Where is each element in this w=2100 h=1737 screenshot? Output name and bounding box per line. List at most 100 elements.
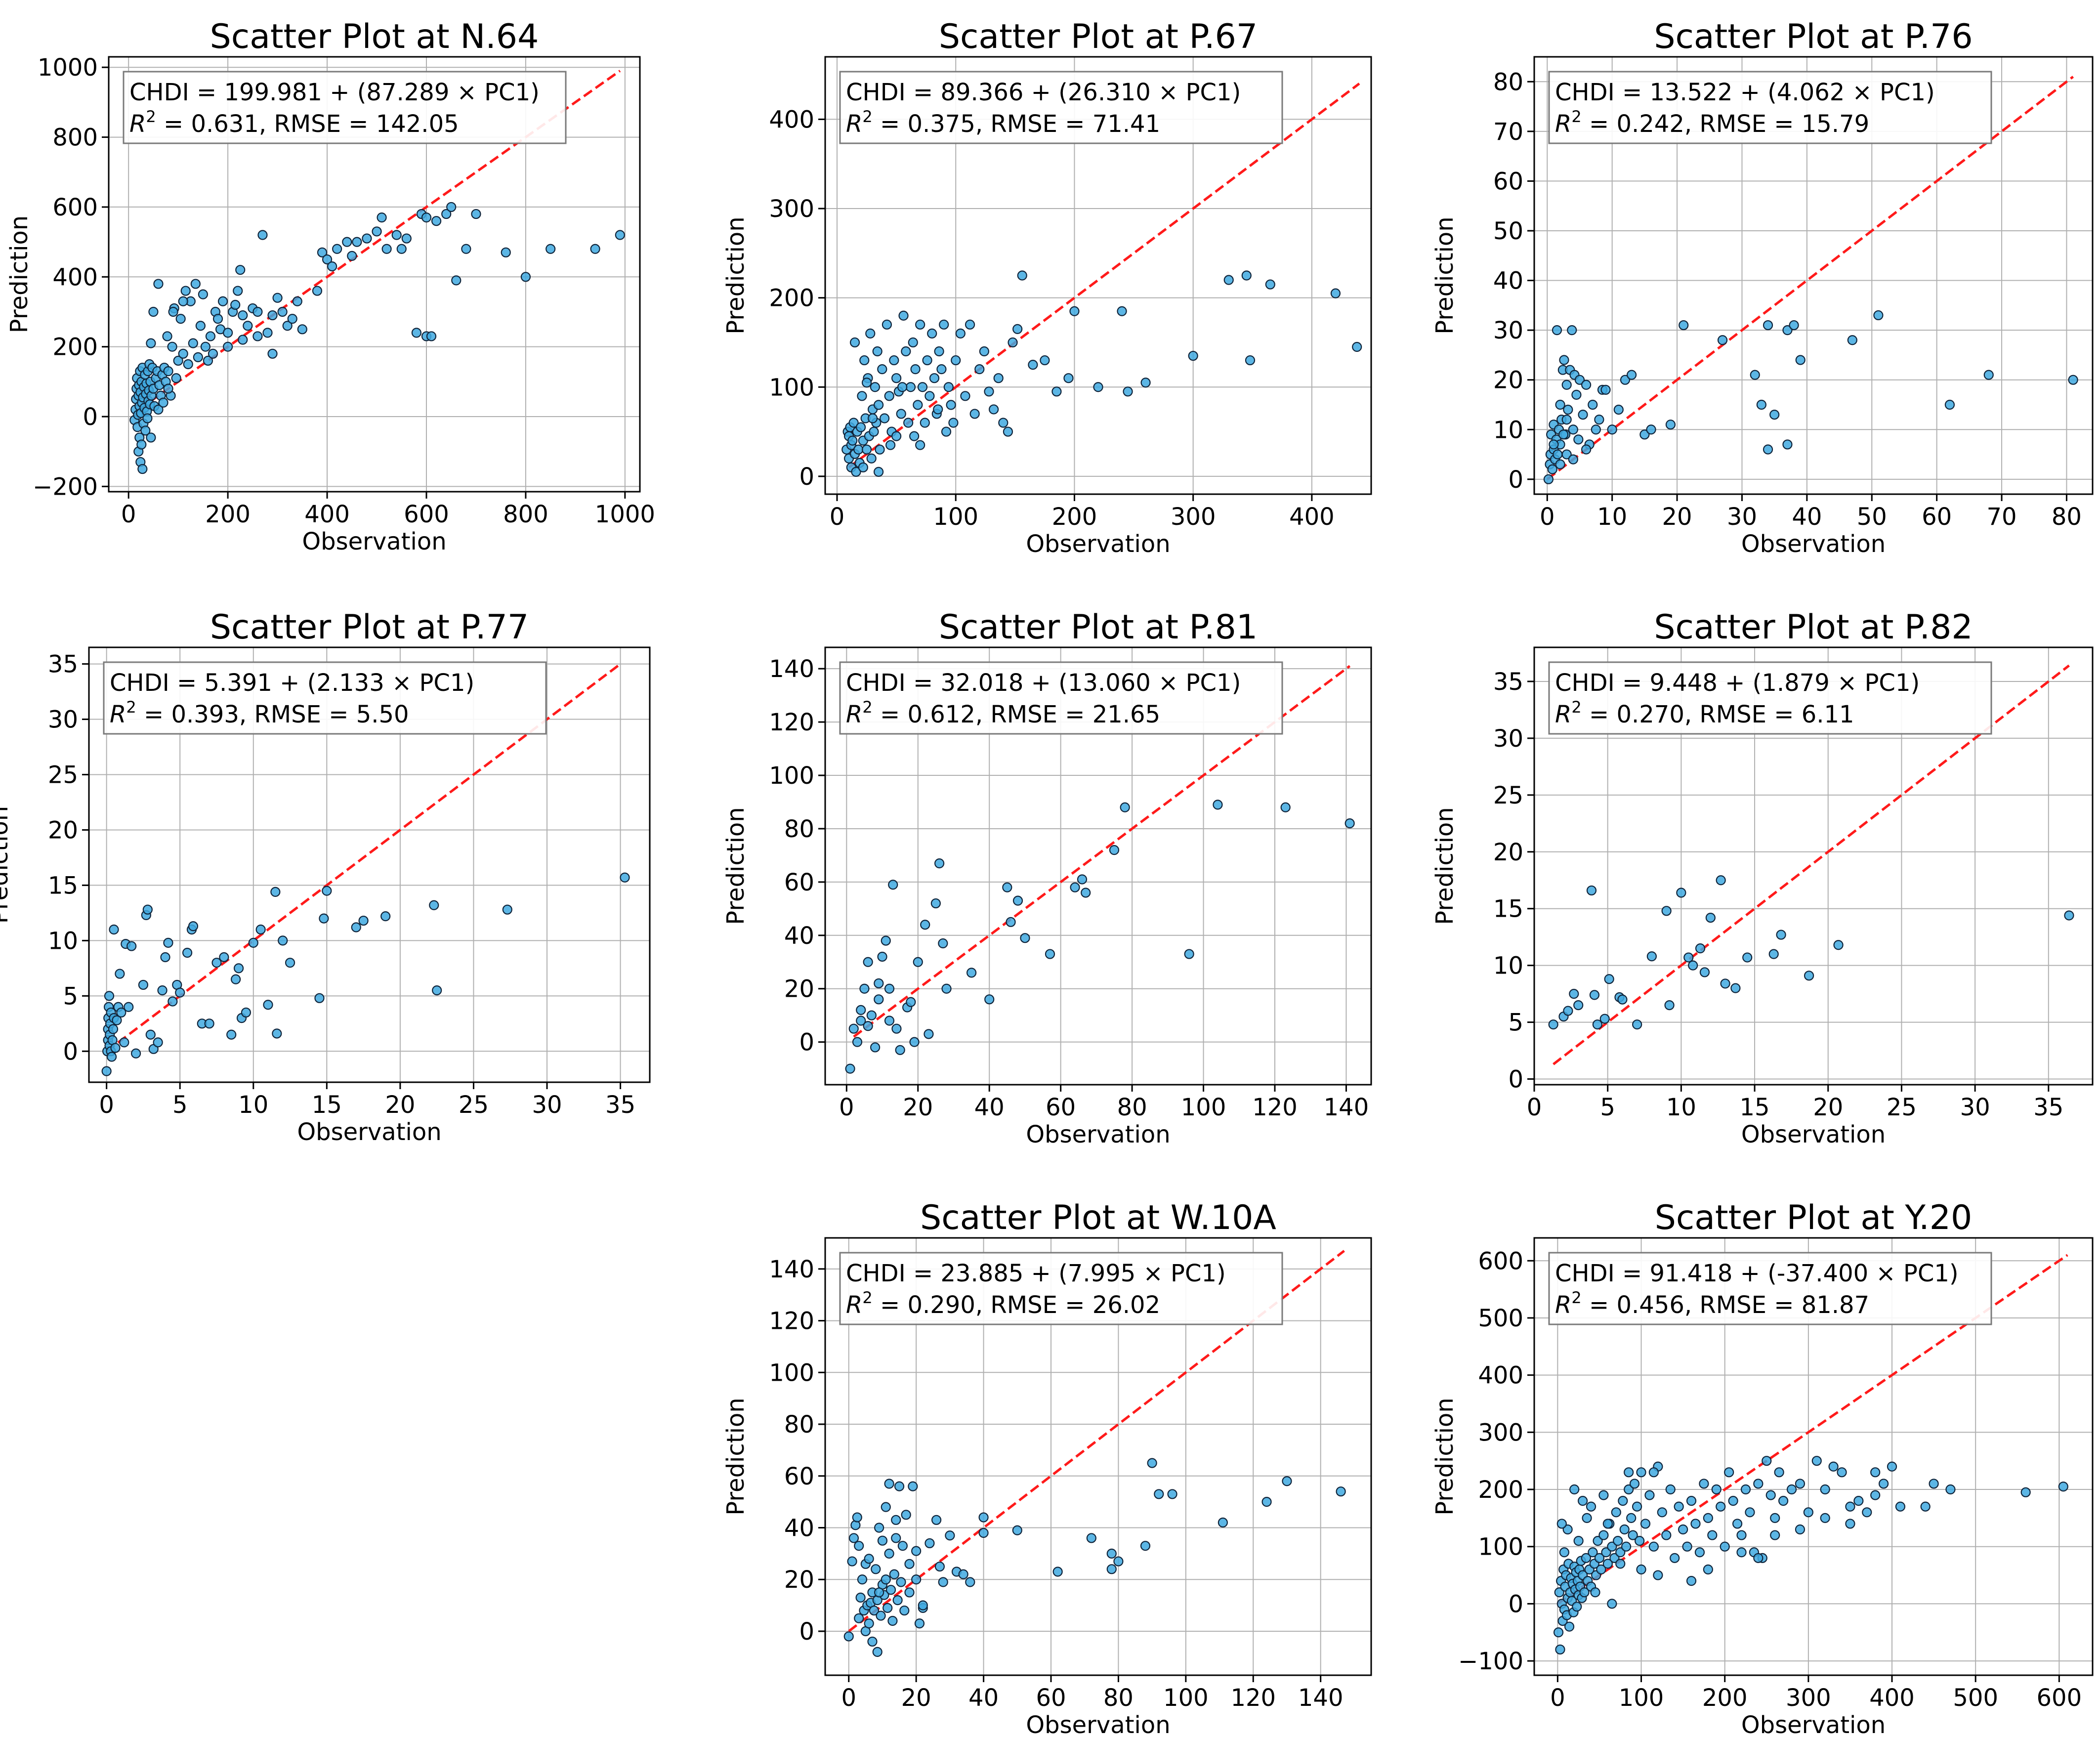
data-point: [1589, 990, 1600, 1000]
data-point: [1845, 1519, 1855, 1529]
data-point: [924, 391, 935, 401]
data-point: [909, 431, 920, 441]
data-point: [1615, 1559, 1626, 1569]
data-point: [960, 391, 970, 401]
data-point: [933, 404, 943, 415]
x-axis-label: Observation: [1741, 530, 1886, 558]
data-point: [847, 1556, 857, 1567]
data-point: [1632, 1019, 1642, 1030]
data-point: [877, 1535, 888, 1546]
data-point: [853, 444, 864, 455]
data-point: [1653, 1570, 1663, 1580]
data-point: [877, 364, 887, 375]
data-point: [857, 1574, 868, 1585]
data-point: [1624, 1467, 1634, 1478]
data-point: [272, 1028, 282, 1039]
data-point: [1837, 1467, 1847, 1478]
data-point: [1562, 1524, 1573, 1535]
y-tick-label: −100: [1458, 1648, 1523, 1675]
data-point: [993, 373, 1004, 383]
data-point: [175, 314, 186, 324]
data-point: [904, 1587, 915, 1598]
y-tick-label: 20: [48, 816, 78, 844]
data-point: [881, 935, 891, 946]
data-point: [238, 335, 248, 345]
data-point: [1070, 882, 1080, 892]
data-point: [914, 1618, 925, 1629]
data-point: [1613, 404, 1624, 415]
r-squared-equals: =: [873, 701, 908, 728]
data-point: [1688, 960, 1698, 971]
stats-text: R2 = 0.631, RMSE = 142.05: [129, 107, 459, 138]
data-point: [142, 904, 153, 915]
data-point: [1619, 1524, 1630, 1535]
data-point: [1568, 454, 1578, 465]
data-point: [380, 911, 391, 922]
data-point: [1657, 1507, 1667, 1518]
data-point: [1665, 1484, 1676, 1495]
y-tick-label: 5: [1508, 1009, 1523, 1037]
r-squared-symbol: R: [1555, 110, 1571, 138]
data-point: [1763, 444, 1773, 455]
x-tick-label: 1000: [595, 501, 655, 528]
y-tick-label: 30: [1493, 317, 1523, 344]
data-point: [1093, 382, 1103, 392]
data-point: [183, 359, 193, 370]
data-point: [887, 1615, 898, 1626]
data-point: [896, 1577, 906, 1587]
data-point: [884, 391, 894, 401]
subplot-3: 0 10 20 30 40 50 60 70 80 0 10 20 30 40 50 60 70 80 CHDI =…: [1431, 17, 2094, 558]
data-point: [1581, 380, 1592, 390]
data-point: [1109, 845, 1120, 855]
chart-title: Scatter Plot at P.76: [1654, 17, 1973, 56]
data-point: [158, 397, 168, 408]
data-point: [1578, 1496, 1588, 1506]
data-point: [153, 279, 164, 289]
x-tick-label: 0: [1540, 503, 1555, 531]
equation-box: [123, 71, 567, 144]
x-tick-label: 100: [1181, 1094, 1226, 1121]
data-point: [851, 466, 861, 477]
x-axis-label: Observation: [297, 1118, 441, 1146]
data-point: [873, 400, 884, 410]
data-point: [1878, 1479, 1889, 1489]
data-point: [1615, 1547, 1626, 1558]
data-point: [426, 331, 437, 341]
data-point: [1167, 1489, 1177, 1499]
data-point: [297, 324, 307, 335]
data-point: [358, 915, 369, 926]
data-point: [1635, 1536, 1645, 1546]
data-point: [1569, 989, 1579, 999]
data-point: [1555, 459, 1565, 469]
y-tick-label: 60: [784, 1463, 814, 1490]
y-axis-label: Prediction: [722, 1398, 750, 1515]
data-point: [1330, 288, 1341, 298]
x-tick-label: 25: [459, 1091, 489, 1119]
data-point: [876, 1610, 886, 1621]
data-point: [897, 382, 908, 392]
x-tick-label: 10: [238, 1091, 268, 1119]
equation-text: CHDI = 23.885 + (7.995 × PC1): [846, 1260, 1226, 1287]
data-point: [109, 924, 119, 935]
data-point: [168, 996, 178, 1007]
data-point: [2064, 910, 2074, 921]
data-point: [314, 993, 325, 1003]
data-point: [939, 319, 949, 330]
data-point: [870, 382, 880, 392]
data-point: [381, 244, 392, 254]
data-point: [1567, 325, 1577, 336]
data-point: [904, 1559, 915, 1569]
data-point: [882, 319, 892, 330]
data-point: [1592, 1019, 1602, 1030]
data-point: [1707, 1530, 1718, 1540]
data-point: [1716, 1501, 1726, 1512]
data-point: [1716, 875, 1726, 886]
data-point: [429, 900, 439, 910]
data-point: [1184, 949, 1194, 959]
data-point: [864, 1618, 874, 1629]
y-tick-label: 100: [769, 762, 814, 790]
axes-frame: [824, 1237, 1372, 1676]
data-point: [1573, 1536, 1584, 1546]
data-point: [906, 997, 916, 1007]
